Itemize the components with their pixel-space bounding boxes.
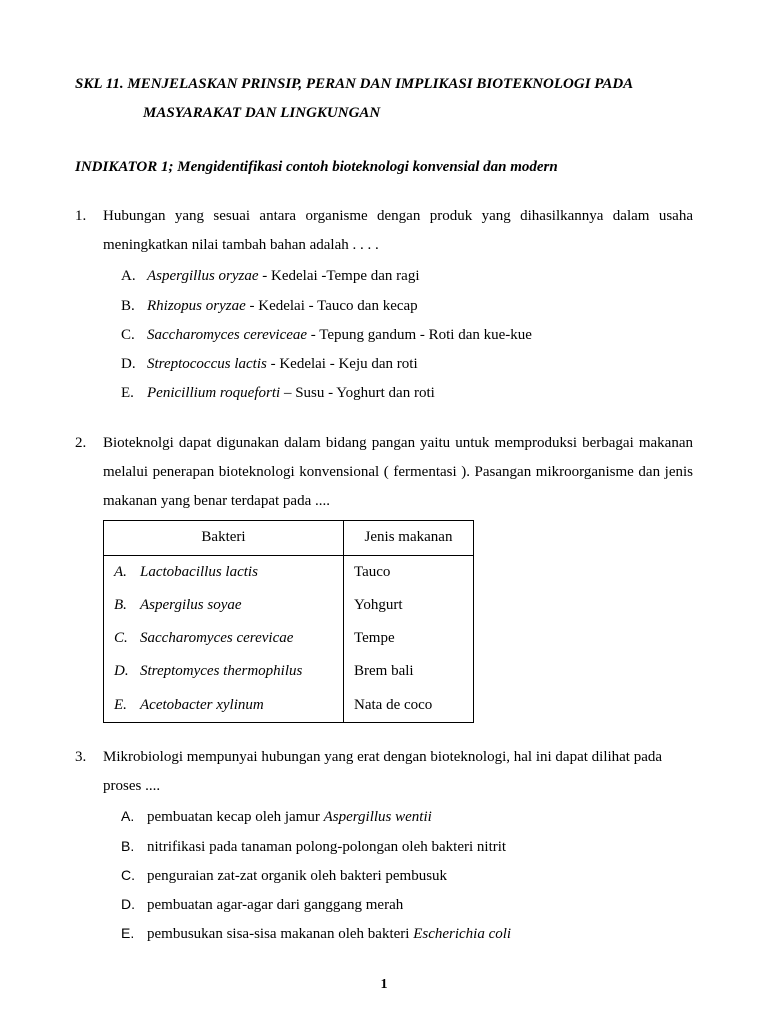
option-b: B. nitrifikasi pada tanaman polong-polon… <box>121 833 693 862</box>
option-a: A. Aspergillus oryzae - Kedelai -Tempe d… <box>121 262 693 291</box>
question-number: 3. <box>75 743 103 950</box>
table-row: E.Acetobacter xylinum Nata de coco <box>104 689 474 723</box>
page-number: 1 <box>0 971 768 998</box>
option-b: B. Rhizopus oryzae - Kedelai - Tauco dan… <box>121 292 693 321</box>
option-d: D. pembuatan agar-agar dari ganggang mer… <box>121 891 693 920</box>
question-number: 1. <box>75 202 103 409</box>
option-e: E. Penicillium roqueforti – Susu - Yoghu… <box>121 379 693 408</box>
question-text: Mikrobiologi mempunyai hubungan yang era… <box>103 743 693 802</box>
option-e: E. pembusukan sisa-sisa makanan oleh bak… <box>121 920 693 949</box>
question-text: Hubungan yang sesuai antara organisme de… <box>103 202 693 261</box>
title-line-1: SKL 11. MENJELASKAN PRINSIP, PERAN DAN I… <box>75 70 693 99</box>
document-title: SKL 11. MENJELASKAN PRINSIP, PERAN DAN I… <box>75 70 693 129</box>
option-c: C. Saccharomyces cereviceae - Tepung gan… <box>121 321 693 350</box>
title-line-2: MASYARAKAT DAN LINGKUNGAN <box>75 99 693 128</box>
question-text: Bioteknolgi dapat digunakan dalam bidang… <box>103 429 693 517</box>
option-a: A. pembuatan kecap oleh jamur Aspergillu… <box>121 803 693 832</box>
indikator-heading: INDIKATOR 1; Mengidentifikasi contoh bio… <box>75 153 693 182</box>
question-number: 2. <box>75 429 103 723</box>
question-2: 2. Bioteknolgi dapat digunakan dalam bid… <box>75 429 693 723</box>
question-options: A. pembuatan kecap oleh jamur Aspergillu… <box>103 803 693 949</box>
microorganism-table: Bakteri Jenis makanan A.Lactobacillus la… <box>103 520 474 723</box>
table-row: C.Saccharomyces cerevicae Tempe <box>104 622 474 655</box>
option-c: C. penguraian zat-zat organik oleh bakte… <box>121 862 693 891</box>
table-row: B.Aspergilus soyae Yohgurt <box>104 589 474 622</box>
option-d: D. Streptococcus lactis - Kedelai - Keju… <box>121 350 693 379</box>
table-row: A.Lactobacillus lactis Tauco <box>104 555 474 589</box>
question-options: A. Aspergillus oryzae - Kedelai -Tempe d… <box>103 262 693 408</box>
table-header-jenis: Jenis makanan <box>344 521 474 555</box>
question-1: 1. Hubungan yang sesuai antara organisme… <box>75 202 693 409</box>
question-3: 3. Mikrobiologi mempunyai hubungan yang … <box>75 743 693 950</box>
table-header-bakteri: Bakteri <box>104 521 344 555</box>
table-row: D.Streptomyces thermophilus Brem bali <box>104 655 474 688</box>
